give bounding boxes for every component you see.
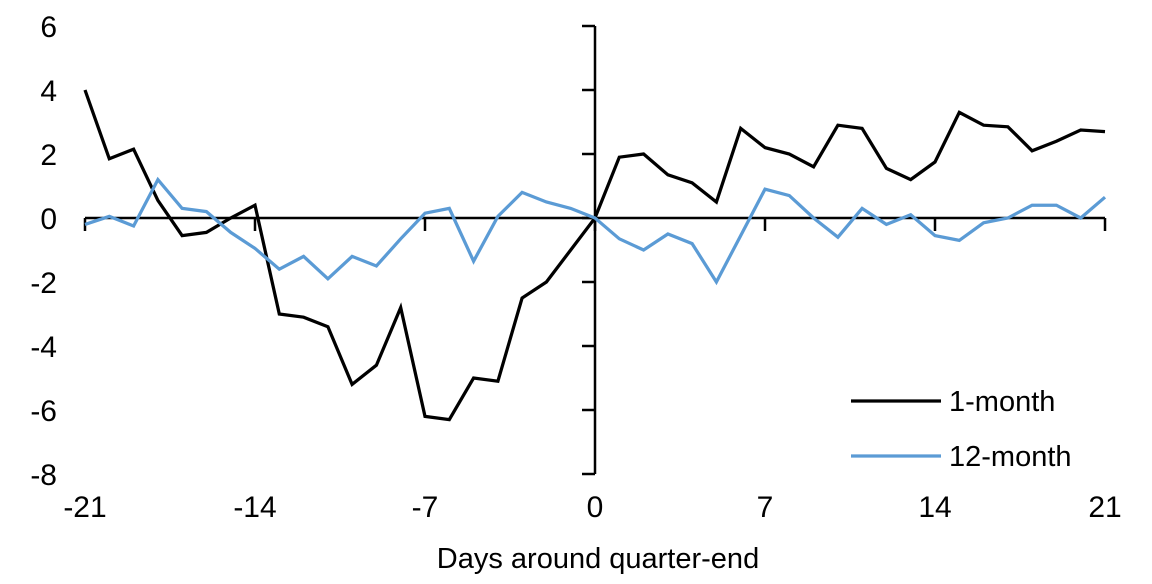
series-layer <box>83 89 1107 422</box>
y-tick-label: 6 <box>40 11 57 44</box>
y-tick-label: -4 <box>30 331 57 364</box>
legend: 1-month 12-month <box>851 386 1072 473</box>
x-tick-label: 0 <box>587 491 604 524</box>
series-line-12-month <box>84 176 1107 286</box>
y-tick-label: 4 <box>40 75 57 108</box>
x-tick-label: -21 <box>63 491 106 524</box>
tick-label-layer: -21 -14 -7 0 7 14 21 6 4 2 0 -2 -4 -6 -8 <box>30 11 1121 524</box>
x-tick-label: 7 <box>757 491 774 524</box>
x-tick-label: -7 <box>412 491 439 524</box>
y-tick-label: 2 <box>40 139 57 172</box>
y-tick-label: -2 <box>30 267 57 300</box>
y-tick-label: -8 <box>30 459 57 492</box>
x-tick-label: -14 <box>233 491 276 524</box>
x-tick-label: 21 <box>1088 491 1121 524</box>
y-tick-label: 0 <box>40 203 57 236</box>
y-tick-label: -6 <box>30 395 57 428</box>
legend-label-12-month: 12-month <box>949 441 1072 473</box>
legend-label-1-month: 1-month <box>949 386 1055 418</box>
x-tick-label: 14 <box>918 491 951 524</box>
x-axis-title: Days around quarter-end <box>437 543 759 575</box>
